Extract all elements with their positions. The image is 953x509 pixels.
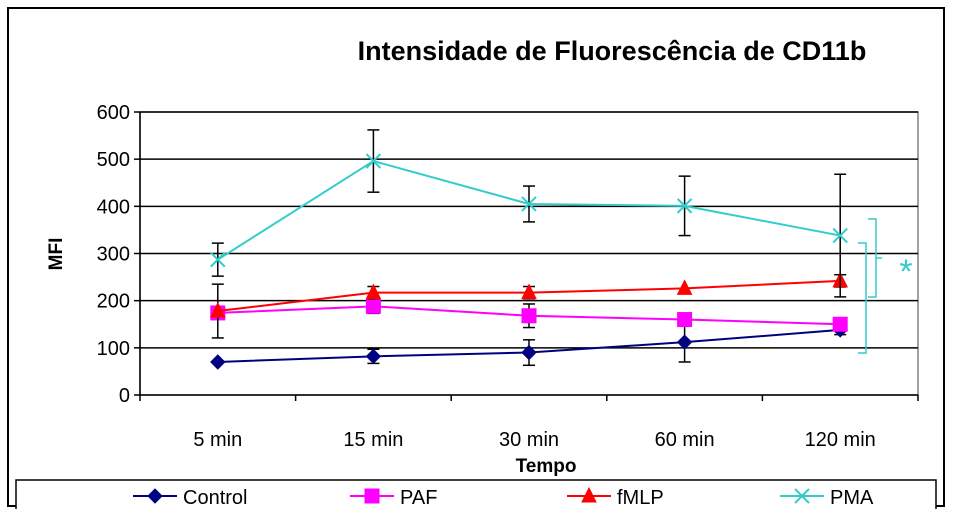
- data-point-pma: [521, 196, 537, 212]
- data-point-pma: [676, 198, 693, 214]
- legend-label: PAF: [400, 487, 437, 509]
- x-axis-title: Tempo: [516, 456, 577, 477]
- legend-marker: [581, 486, 597, 503]
- gridlines: [140, 111, 918, 349]
- y-tick-label: 100: [97, 338, 130, 360]
- chart-title: Intensidade de Fluorescência de CD11b: [358, 36, 867, 66]
- y-tick-label: 200: [97, 291, 130, 313]
- legend-item-pma: PMA: [780, 487, 874, 509]
- x-tick-label: 60 min: [655, 429, 715, 451]
- legend-item-fmlp: fMLP: [567, 486, 664, 509]
- axes: 0 100 200 300 400 500 600 5 min 15 min 30 min 60 m…: [97, 102, 919, 451]
- data-point-pma: [832, 227, 848, 244]
- series-paf: [210, 298, 848, 332]
- y-tick-label: 300: [97, 244, 130, 266]
- data-point-control: [676, 334, 693, 350]
- series-group: [209, 129, 849, 370]
- legend-item-control: Control: [133, 487, 247, 509]
- y-tick-label: 500: [97, 149, 130, 171]
- significance-asterisk: *: [899, 253, 912, 291]
- data-point-paf: [365, 298, 381, 314]
- data-point-pma: [210, 251, 226, 268]
- data-point-fmlp: [521, 283, 537, 300]
- legend-marker: [364, 488, 380, 504]
- data-point-paf: [832, 316, 848, 332]
- y-axis-title: MFI: [46, 238, 67, 271]
- legend-label: fMLP: [617, 487, 664, 509]
- data-point-control: [210, 354, 226, 370]
- series-pma: [210, 129, 848, 298]
- data-point-paf: [521, 308, 537, 324]
- significance-brackets: *: [858, 218, 913, 354]
- x-tick-label: 30 min: [499, 429, 559, 451]
- legend-marker: [794, 488, 810, 504]
- x-tick-label: 15 min: [343, 429, 403, 451]
- y-tick-label: 400: [97, 196, 130, 218]
- legend-label: Control: [183, 487, 247, 509]
- x-tick-label: 120 min: [805, 429, 876, 451]
- x-tick-label: 5 min: [193, 429, 242, 451]
- y-tick-label: 600: [97, 102, 130, 124]
- legend-item-paf: PAF: [350, 487, 437, 509]
- data-point-fmlp: [365, 283, 382, 300]
- data-point-pma: [365, 153, 382, 169]
- data-point-control: [365, 348, 382, 365]
- legend-marker: [147, 488, 163, 504]
- y-tick-label: 0: [119, 385, 130, 407]
- legend-box: [15, 479, 937, 509]
- legend: Control PAF fMLP PMA: [133, 486, 874, 509]
- bracket-lower: [858, 242, 867, 354]
- data-point-fmlp: [676, 279, 693, 295]
- legend-label: PMA: [830, 487, 874, 509]
- data-point-paf: [677, 312, 693, 328]
- data-point-control: [521, 344, 537, 361]
- data-point-fmlp: [209, 301, 226, 318]
